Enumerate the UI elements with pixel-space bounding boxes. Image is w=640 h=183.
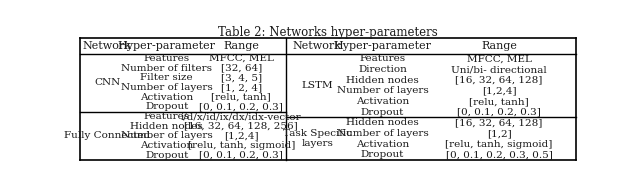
Text: Hyper-parameter: Hyper-parameter <box>333 41 431 51</box>
Text: [0, 0.1, 0.2, 0.3]: [0, 0.1, 0.2, 0.3] <box>199 102 283 111</box>
Text: [32, 64]: [32, 64] <box>221 64 262 73</box>
Text: Dropout: Dropout <box>145 151 189 160</box>
Text: Network: Network <box>83 41 132 51</box>
Text: Activation: Activation <box>140 93 193 102</box>
Text: Direction: Direction <box>358 65 407 74</box>
Text: [3, 4, 5]: [3, 4, 5] <box>221 73 262 82</box>
Text: Activation: Activation <box>140 141 193 150</box>
Text: Network: Network <box>292 41 342 51</box>
Text: [relu, tanh, sigmoid]: [relu, tanh, sigmoid] <box>188 141 295 150</box>
Text: [0, 0.1, 0.2, 0.3]: [0, 0.1, 0.2, 0.3] <box>457 108 541 117</box>
Text: [0, 0.1, 0.2, 0.3]: [0, 0.1, 0.2, 0.3] <box>199 151 283 160</box>
Text: Hidden nodes: Hidden nodes <box>346 76 419 85</box>
Text: i/d/x/id/ix/dx/idx-vector: i/d/x/id/ix/dx/idx-vector <box>181 112 301 121</box>
Text: Dropout: Dropout <box>145 102 189 111</box>
Text: Dropout: Dropout <box>361 150 404 159</box>
Text: [16, 32, 64, 128]: [16, 32, 64, 128] <box>456 118 543 127</box>
Text: Range: Range <box>481 41 517 51</box>
Text: Filter size: Filter size <box>141 73 193 82</box>
Text: Dropout: Dropout <box>361 108 404 117</box>
Text: Number of layers: Number of layers <box>121 131 212 140</box>
Text: Uni/bi- directional: Uni/bi- directional <box>451 65 547 74</box>
Text: Hidden nodes: Hidden nodes <box>131 122 203 131</box>
Text: Number of layers: Number of layers <box>337 86 428 95</box>
Text: [16, 32, 64, 128]: [16, 32, 64, 128] <box>456 76 543 85</box>
Text: [1,2,4]: [1,2,4] <box>224 131 259 140</box>
Text: Number of layers: Number of layers <box>337 129 428 138</box>
Text: Features: Features <box>144 112 190 121</box>
Text: Task Specific
layers: Task Specific layers <box>283 129 351 148</box>
Text: Fully Connected: Fully Connected <box>64 131 150 140</box>
Text: [16, 32, 64, 128, 256]: [16, 32, 64, 128, 256] <box>184 122 298 131</box>
Text: MFCC, MEL: MFCC, MEL <box>209 54 274 63</box>
Text: [1, 2, 4]: [1, 2, 4] <box>221 83 262 92</box>
Text: Features: Features <box>144 54 190 63</box>
Text: Range: Range <box>223 41 259 51</box>
Text: MFCC, MEL: MFCC, MEL <box>467 55 532 64</box>
Text: Activation: Activation <box>356 140 409 149</box>
Text: Number of filters: Number of filters <box>122 64 212 73</box>
Text: Activation: Activation <box>356 97 409 106</box>
Text: [relu, tanh]: [relu, tanh] <box>211 93 271 102</box>
Text: Features: Features <box>360 55 406 64</box>
Text: Hidden nodes: Hidden nodes <box>346 118 419 127</box>
Text: LSTM: LSTM <box>301 81 333 90</box>
Text: [1,2,4]: [1,2,4] <box>482 86 516 95</box>
Text: CNN: CNN <box>94 78 120 87</box>
Text: Number of layers: Number of layers <box>121 83 212 92</box>
Text: [relu, tanh, sigmoid]: [relu, tanh, sigmoid] <box>445 140 553 149</box>
Text: [0, 0.1, 0.2, 0.3, 0.5]: [0, 0.1, 0.2, 0.3, 0.5] <box>445 150 552 159</box>
Text: Table 2: Networks hyper-parameters: Table 2: Networks hyper-parameters <box>218 26 438 39</box>
Text: [relu, tanh]: [relu, tanh] <box>469 97 529 106</box>
Text: [1,2]: [1,2] <box>487 129 511 138</box>
Text: Hyper-parameter: Hyper-parameter <box>118 41 216 51</box>
